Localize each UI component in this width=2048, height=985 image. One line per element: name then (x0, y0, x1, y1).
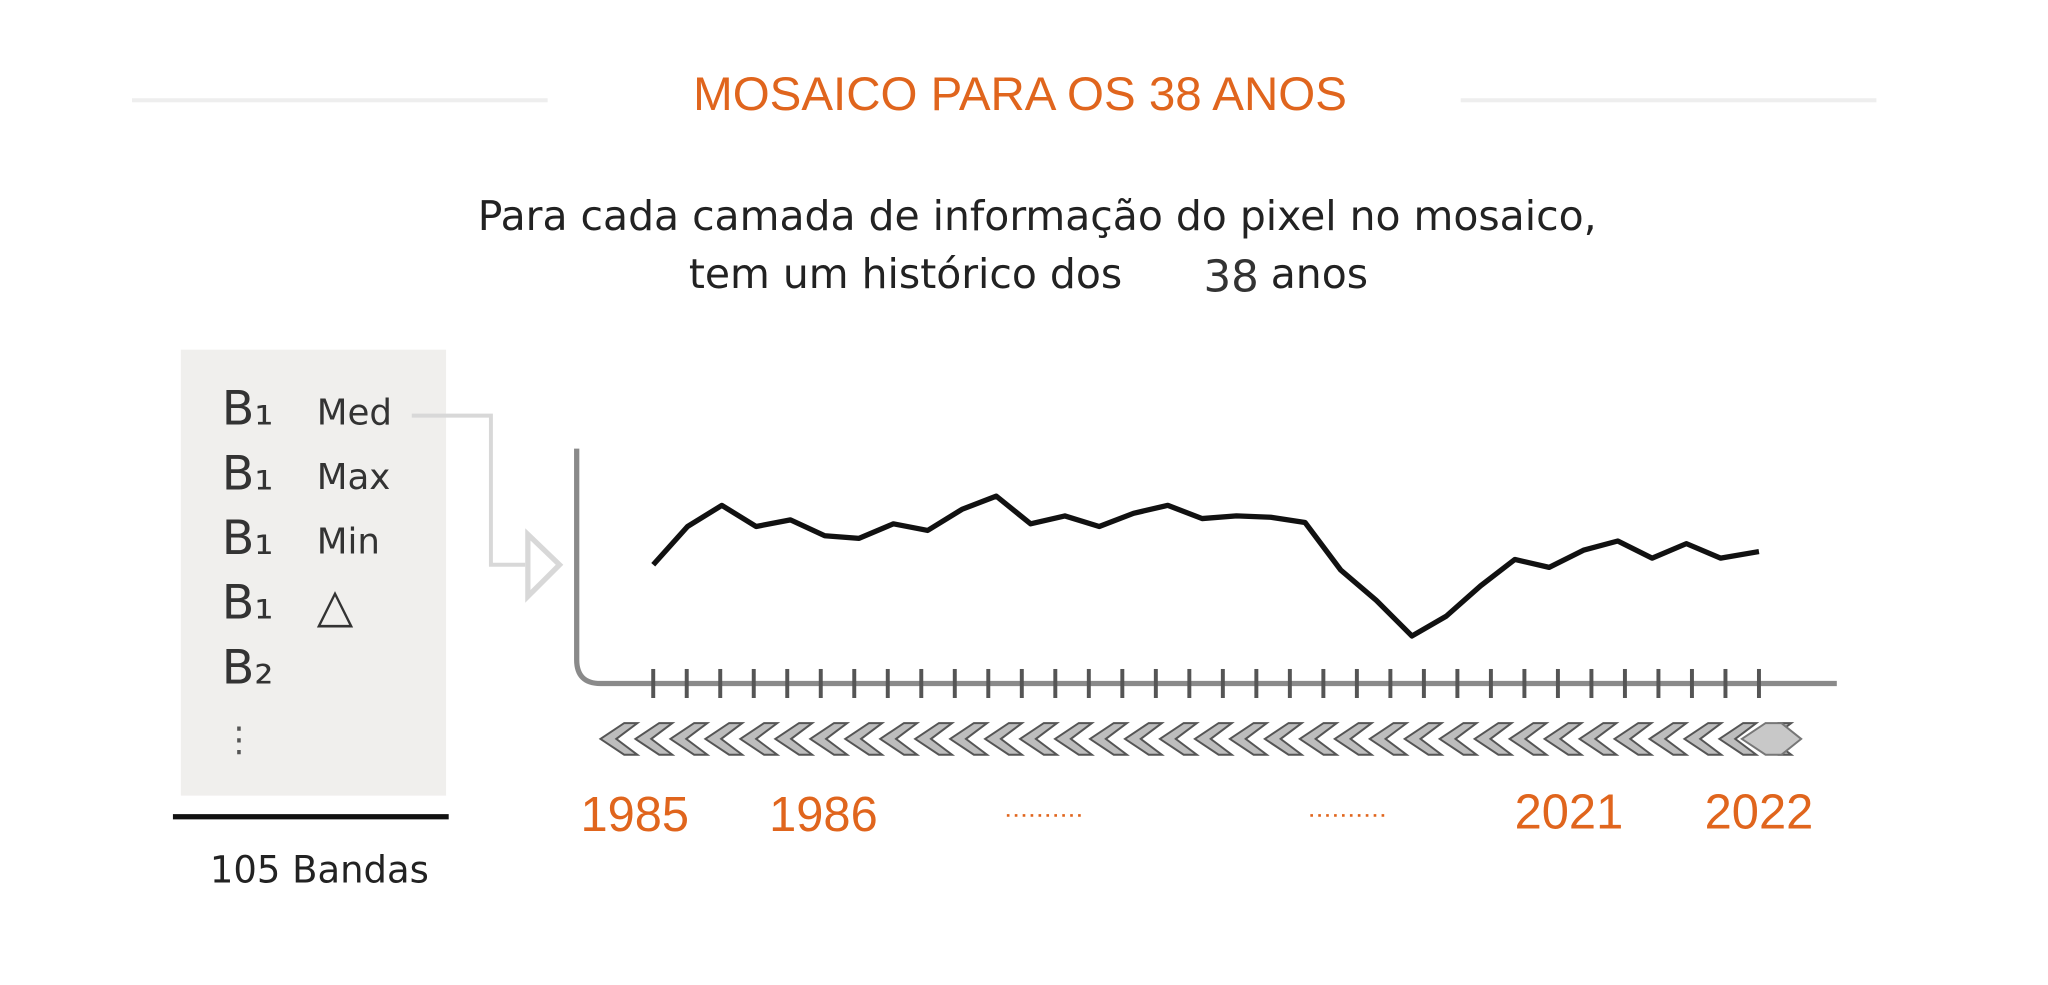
chevron (1612, 722, 1655, 756)
band-name: B₁ (222, 382, 274, 437)
chevron (1158, 722, 1200, 756)
chevron (1577, 722, 1620, 756)
year-label: 2021 (1515, 785, 1624, 839)
year-label: 1985 (580, 788, 689, 842)
chevron (1717, 722, 1760, 756)
chevron (878, 722, 921, 756)
band-stat: Max (317, 457, 391, 498)
chevron (1437, 722, 1480, 756)
chevron (1647, 722, 1690, 756)
chevron (1088, 722, 1130, 756)
subtitle: anos (1271, 250, 1368, 298)
band-name: B₁ (222, 511, 274, 566)
chevron (1018, 722, 1060, 756)
chevron (1682, 722, 1725, 756)
bands-total: 105 Bandas (210, 849, 429, 892)
band-name: B₁ (222, 446, 274, 501)
chevron (1193, 722, 1235, 756)
ellipsis: ⋮ (222, 720, 256, 760)
chevron (738, 722, 781, 756)
chevron (1263, 722, 1305, 756)
subtitle: tem um histórico dos (689, 250, 1122, 298)
chevron (1367, 722, 1410, 756)
title: MOSAICO PARA OS 38 ANOS (693, 68, 1347, 121)
chevron (948, 722, 991, 756)
chevron (703, 722, 746, 756)
chevron (1542, 722, 1585, 756)
history-line (651, 493, 1760, 639)
chevron (1507, 722, 1550, 756)
band-list: B₁ Med B₁ Max B₁ Min B₁ △ B₂ (222, 382, 392, 696)
chevron (1228, 722, 1270, 756)
timeline-strip (598, 722, 1803, 756)
chevron (598, 722, 641, 756)
band-stat: △ (317, 578, 354, 633)
band-stat: Med (317, 392, 392, 433)
chevron (1472, 722, 1515, 756)
chevron (633, 722, 676, 756)
bands-panel (180, 349, 447, 796)
chevron (983, 722, 1025, 756)
band-name: B₁ (222, 576, 274, 631)
chevron (1123, 722, 1165, 756)
subtitle: Para cada camada de informação do pixel … (478, 192, 1597, 240)
band-name: B₂ (222, 640, 274, 695)
ticks (651, 668, 1761, 699)
year-label: 2022 (1705, 785, 1814, 839)
chevron (808, 722, 851, 756)
axis (574, 448, 1837, 687)
chevron (843, 722, 886, 756)
chevron-end (1740, 722, 1803, 756)
arrow (525, 528, 564, 603)
chevron (913, 722, 956, 756)
subtitle-number: 38 (1203, 253, 1258, 303)
chevron (1332, 722, 1375, 756)
year-label: 1986 (769, 788, 878, 842)
connector (411, 413, 526, 567)
chevron (1053, 722, 1095, 756)
chevron (773, 722, 816, 756)
chevron (668, 722, 711, 756)
band-stat: Min (317, 522, 380, 563)
chevron (1402, 722, 1445, 756)
chevron (1297, 722, 1340, 756)
